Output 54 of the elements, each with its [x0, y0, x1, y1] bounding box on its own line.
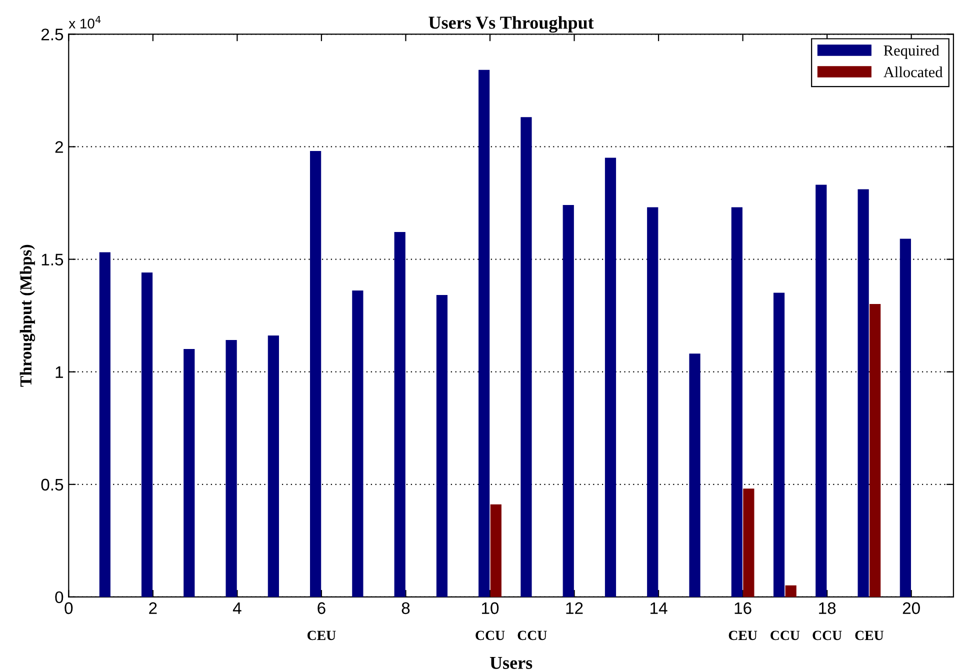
- bar: [773, 292, 785, 597]
- x-tick-label: 0: [64, 602, 73, 614]
- bar: [352, 290, 364, 597]
- y-tick-label: 0.5: [41, 478, 64, 491]
- bar: [520, 117, 532, 597]
- annotation: CEU: [307, 630, 336, 640]
- annotation: CCU: [770, 630, 800, 640]
- annotation: CEU: [855, 630, 884, 640]
- x-tick-label: 4: [232, 602, 242, 614]
- y-tick-label: 2.5: [41, 28, 64, 40]
- bar: [478, 70, 490, 597]
- x-tick-label: 6: [318, 602, 326, 614]
- x-axis-title: Users: [490, 656, 532, 669]
- bar: [141, 272, 153, 597]
- legend-label: Allocated: [884, 66, 943, 78]
- bar: [647, 207, 658, 597]
- bar: [731, 207, 742, 597]
- bar: [226, 340, 237, 597]
- bar: [490, 504, 502, 597]
- bar: [858, 189, 869, 597]
- bar: [816, 184, 827, 597]
- annotation: CCU: [812, 630, 842, 640]
- x-tick-label: 2: [149, 602, 157, 614]
- x-tick-label: 18: [819, 602, 836, 614]
- bar: [900, 238, 911, 597]
- y-tick-label: 1.5: [42, 254, 64, 266]
- annotation: CCU: [518, 630, 547, 640]
- bar: [99, 252, 110, 597]
- bar: [870, 304, 881, 597]
- chart-title: Users Vs Throughput: [428, 16, 594, 33]
- bar: [268, 336, 279, 597]
- bar: [743, 488, 754, 597]
- annotation: CEU: [728, 630, 758, 640]
- bar: [604, 158, 616, 597]
- y-tick-label: 2: [55, 141, 63, 153]
- x-tick-label: 20: [902, 602, 920, 614]
- bar: [562, 204, 574, 597]
- annotation: CCU: [476, 630, 505, 640]
- x-tick-label: 10: [482, 602, 499, 614]
- y-tick-label: 0: [55, 591, 64, 604]
- legend-label: Required: [884, 44, 940, 59]
- bar: [689, 354, 700, 597]
- bar: [436, 295, 448, 597]
- x-tick-label: 8: [402, 602, 410, 614]
- bar: [310, 150, 322, 597]
- text: x 10$^{4}$: [68, 16, 101, 29]
- x-tick-label: 12: [566, 602, 583, 614]
- x-tick-label: 16: [734, 602, 752, 614]
- y-axis-title: Throughput (Mbps): [20, 244, 36, 387]
- bar: [785, 585, 796, 597]
- bar: [394, 232, 406, 597]
- bar: [184, 349, 195, 597]
- x-tick-label: 14: [650, 602, 668, 614]
- y-tick-label: 1: [56, 366, 63, 378]
